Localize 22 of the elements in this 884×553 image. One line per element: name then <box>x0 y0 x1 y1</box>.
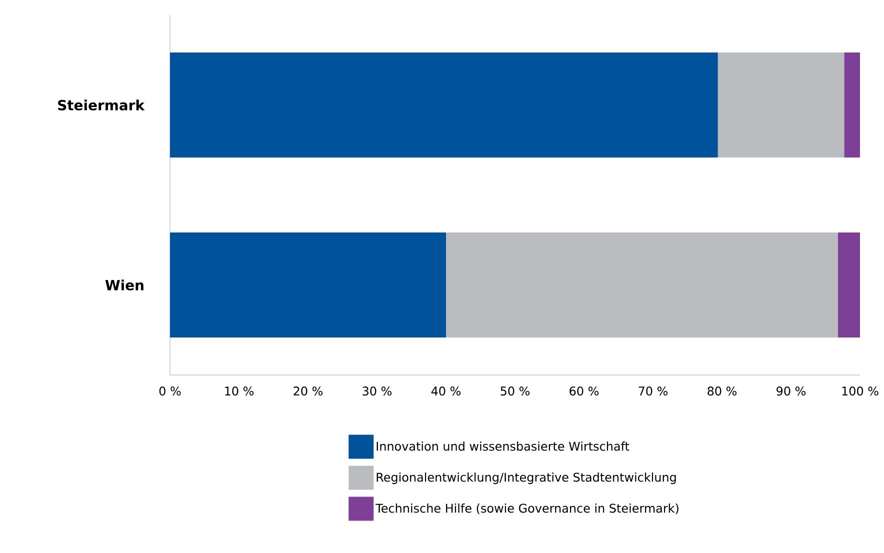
bar <box>844 52 860 158</box>
y-tick-label: Wien <box>105 280 144 290</box>
x-tick-label: 60 % <box>570 386 599 396</box>
legend-label: Innovation und wissensbasierte Wirtschaft <box>376 442 630 451</box>
bar <box>446 232 838 338</box>
legend-label: Regionalentwicklung/Integrative Stadtentwicklung <box>376 472 676 484</box>
x-tick-label: 30 % <box>362 386 392 396</box>
x-tick-label: 0 % <box>159 386 181 396</box>
x-tick-label: 80 % <box>708 386 737 396</box>
bar <box>170 232 446 338</box>
legend-label: Technische Hilfe (sowie Governance in Steiermark) <box>376 504 678 514</box>
x-tick-label: 70 % <box>638 386 668 396</box>
x-tick-label: 10 % <box>225 386 254 396</box>
x-tick-label: 100 % <box>842 386 878 396</box>
bar <box>170 52 718 158</box>
bar <box>718 52 844 158</box>
x-tick-label: 40 % <box>431 386 461 396</box>
x-tick-label: 50 % <box>500 386 530 396</box>
y-tick-label: Steiermark <box>58 100 145 110</box>
x-tick-label: 90 % <box>776 386 806 396</box>
x-tick-label: 20 % <box>294 386 323 396</box>
bar <box>838 232 860 338</box>
